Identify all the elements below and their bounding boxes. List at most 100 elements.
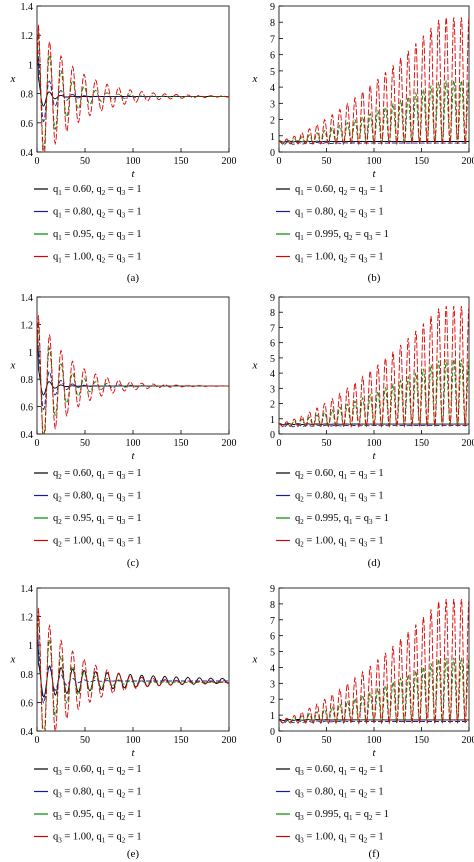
series-line-4 (279, 599, 469, 725)
legend-entry: q3 = 0.995, q1 = q2 = 1 (295, 809, 389, 822)
y-tick-label: 3 (270, 679, 275, 690)
y-tick-label: 2 (270, 695, 275, 706)
y-tick-label: 0.6 (21, 403, 34, 414)
plot-frame (36, 5, 230, 153)
legend-entry: q1 = 1.00, q2 = q3 = 1 (295, 252, 384, 265)
x-tick-label: 0 (277, 735, 282, 746)
y-tick-label: 0.4 (21, 727, 34, 738)
series-line-1 (279, 718, 469, 722)
x-tick-label: 0 (35, 156, 40, 167)
x-tick-label: 50 (322, 438, 332, 449)
chart-panel-a: 0.4 0.6 0.8 1 1.2 1.4 0 50 100 150 200 t x q1 = 0.60,… (10, 2, 237, 284)
y-tick-label: 5 (270, 67, 275, 78)
x-axis-title: t (131, 168, 135, 180)
legend-entry: q1 = 1.00, q2 = q3 = 1 (53, 252, 142, 265)
x-tick-label: 100 (367, 438, 382, 449)
x-tick-label: 50 (322, 156, 332, 167)
x-tick-label: 150 (174, 156, 189, 167)
x-tick-label: 200 (222, 438, 237, 449)
y-tick-label: 4 (270, 663, 275, 674)
x-tick-label: 200 (462, 438, 474, 449)
y-axis-title: x (10, 360, 16, 372)
y-tick-label: 4 (270, 369, 275, 380)
series-line-3 (279, 657, 469, 725)
legend-entry: q1 = 0.60, q2 = q3 = 1 (53, 184, 142, 197)
y-tick-label: 9 (270, 293, 275, 304)
plot-frame (36, 587, 230, 732)
legend-entry: q3 = 0.60, q1 = q2 = 1 (295, 764, 384, 777)
y-tick-label: 0 (270, 148, 275, 159)
legend-entry: q3 = 0.80, q1 = q2 = 1 (53, 787, 142, 800)
x-tick-label: 150 (414, 438, 429, 449)
legend-entry: q2 = 0.95, q1 = q3 = 1 (53, 513, 142, 526)
panel-caption: (e) (127, 848, 140, 860)
y-tick-label: 0.4 (21, 148, 34, 159)
x-tick-label: 100 (367, 156, 382, 167)
y-tick-label: 9 (270, 2, 275, 13)
series-line-4 (279, 306, 469, 429)
series-line-4 (279, 17, 469, 146)
series-line-3 (279, 359, 469, 429)
panel-caption: (d) (368, 557, 381, 569)
legend-entry: q1 = 0.95, q2 = q3 = 1 (53, 229, 142, 242)
y-tick-label: 9 (270, 584, 275, 595)
y-tick-label: 6 (270, 51, 275, 62)
y-tick-label: 8 (270, 600, 275, 611)
y-axis-title: x (10, 73, 16, 85)
y-axis-title: x (252, 73, 258, 85)
legend-entry: q1 = 0.995, q2 = q3 = 1 (295, 229, 389, 242)
legend-entry: q3 = 1.00, q1 = q2 = 1 (295, 832, 384, 845)
y-tick-label: 1 (270, 711, 275, 722)
y-tick-label: 1 (270, 415, 275, 426)
chart-panel-f: 0 1 2 3 4 5 6 7 8 9 0 50 100 150 200 t x q3 = 0.60, q1 = … (252, 584, 474, 860)
y-tick-label: 1 (28, 60, 33, 71)
x-tick-label: 200 (462, 735, 474, 746)
series-line-1 (279, 422, 469, 426)
y-tick-label: 1 (270, 132, 275, 143)
legend-entry: q2 = 0.995, q1 = q3 = 1 (295, 513, 389, 526)
legend-entry: q3 = 1.00, q1 = q2 = 1 (53, 832, 142, 845)
y-tick-label: 0.6 (21, 119, 34, 130)
legend-entry: q3 = 0.95, q1 = q2 = 1 (53, 809, 142, 822)
x-tick-label: 0 (277, 438, 282, 449)
legend-entry: q2 = 0.60, q1 = q3 = 1 (295, 468, 384, 481)
legend-entry: q1 = 0.60, q2 = q3 = 1 (295, 184, 384, 197)
series-line-2 (37, 49, 229, 123)
y-axis-title: x (10, 654, 16, 666)
y-tick-label: 2 (270, 400, 275, 411)
y-tick-label: 0.8 (21, 670, 34, 681)
y-tick-label: 3 (270, 99, 275, 110)
y-tick-label: 1 (28, 641, 33, 652)
series-line-1 (37, 57, 229, 107)
series-line-4 (37, 607, 229, 731)
x-tick-label: 50 (80, 735, 90, 746)
legend-entry: q2 = 0.80, q1 = q3 = 1 (295, 491, 384, 504)
x-axis-title: t (372, 168, 376, 180)
y-tick-label: 6 (270, 632, 275, 643)
x-tick-label: 100 (367, 735, 382, 746)
x-tick-label: 100 (126, 156, 141, 167)
chart-panel-d: 0 1 2 3 4 5 6 7 8 9 0 50 100 150 200 t x q2 = 0.60, q1 = … (252, 293, 474, 569)
y-tick-label: 3 (270, 384, 275, 395)
legend-entry: q1 = 0.80, q2 = q3 = 1 (295, 207, 384, 220)
x-tick-label: 50 (80, 156, 90, 167)
y-tick-label: 1.4 (21, 584, 34, 595)
legend-entry: q2 = 0.60, q1 = q3 = 1 (53, 468, 142, 481)
x-tick-label: 200 (222, 735, 237, 746)
series-line-4 (37, 315, 229, 434)
panel-caption: (a) (127, 272, 140, 284)
legend-entry: q2 = 1.00, q1 = q3 = 1 (53, 536, 142, 549)
x-tick-label: 150 (174, 735, 189, 746)
x-tick-label: 0 (35, 438, 40, 449)
y-tick-label: 7 (270, 34, 275, 45)
y-tick-label: 8 (270, 308, 275, 319)
series-line-1 (37, 344, 229, 396)
panel-caption: (f) (369, 848, 380, 860)
legend-entry: q1 = 0.80, q2 = q3 = 1 (53, 207, 142, 220)
series-line-1 (37, 639, 229, 698)
x-tick-label: 50 (80, 438, 90, 449)
x-tick-label: 0 (277, 156, 282, 167)
y-axis-title: x (252, 654, 258, 666)
x-axis-title: t (372, 747, 376, 759)
